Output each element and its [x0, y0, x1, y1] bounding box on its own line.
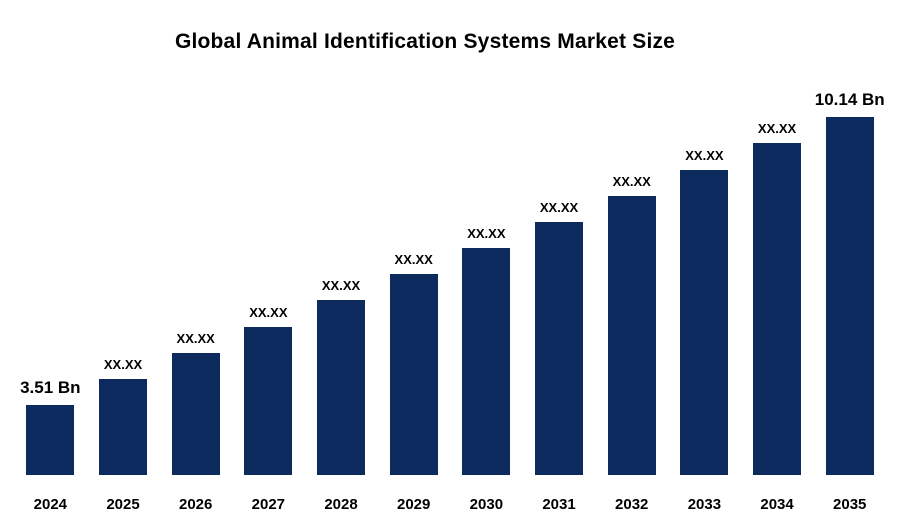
bar-value-label: XX.XX	[103, 357, 143, 372]
x-axis-label: 2025	[106, 496, 140, 513]
x-axis-label: 2024	[33, 496, 68, 513]
bar-value-label: XX.XX	[685, 148, 724, 163]
x-axis-label: 2035	[833, 496, 867, 513]
bar	[680, 170, 729, 475]
x-axis-label: 2029	[397, 496, 431, 513]
bar-value-label: XX.XX	[321, 278, 361, 293]
bar	[317, 300, 366, 475]
bar	[389, 274, 438, 475]
x-axis-label: 2031	[542, 496, 576, 513]
x-axis-label: 2027	[251, 496, 286, 513]
bar	[607, 196, 656, 475]
bar-value-label: XX.XX	[467, 226, 506, 241]
x-axis: 2024 2025 2026 2027 2028 2029 2030 2031 2032 2033…	[14, 496, 886, 513]
bar	[535, 222, 584, 475]
bar	[171, 353, 220, 475]
bar-column: XX.XX	[523, 78, 596, 475]
x-axis-label: 2034	[760, 496, 794, 513]
bar	[462, 248, 511, 475]
bar-value-label: XX.XX	[539, 200, 579, 215]
bar	[825, 117, 874, 475]
bar-column: XX.XX	[305, 78, 378, 475]
x-axis-label: 2028	[324, 496, 358, 513]
x-axis-label: 2030	[469, 496, 504, 513]
chart-title: Global Animal Identification Systems Mar…	[174, 30, 676, 53]
bar-column: XX.XX	[87, 78, 160, 475]
bar-value-label: XX.XX	[394, 252, 433, 267]
bar-value-label: XX.XX	[249, 305, 288, 320]
bar-value-label: XX.XX	[757, 121, 797, 136]
bar-value-label: 10.14 Bn	[814, 90, 885, 109]
bar-column: XX.XX	[377, 78, 450, 475]
bar	[99, 379, 147, 475]
bar-column: XX.XX	[741, 78, 814, 475]
bar-column: 10.14 Bn	[813, 78, 886, 475]
bar-column: XX.XX	[450, 78, 523, 475]
plot-area: 3.51 Bn XX.XX XX.XX XX.XX XX.XX XX.XX XX.XX XX.…	[14, 78, 886, 475]
bar-column: XX.XX	[595, 78, 668, 475]
bar	[244, 327, 293, 475]
x-axis-label: 2033	[687, 496, 722, 513]
bar-column: XX.XX	[159, 78, 232, 475]
x-axis-label: 2026	[178, 496, 213, 513]
x-axis-label: 2032	[615, 496, 649, 513]
bar-column: XX.XX	[668, 78, 741, 475]
bar-value-label: XX.XX	[176, 331, 215, 346]
bar	[753, 143, 802, 475]
bar	[26, 405, 75, 475]
bar-column: 3.51 Bn	[14, 78, 87, 475]
bar-value-label: 3.51 Bn	[20, 378, 81, 397]
bar-column: XX.XX	[232, 78, 305, 475]
bar-value-label: XX.XX	[612, 174, 651, 189]
